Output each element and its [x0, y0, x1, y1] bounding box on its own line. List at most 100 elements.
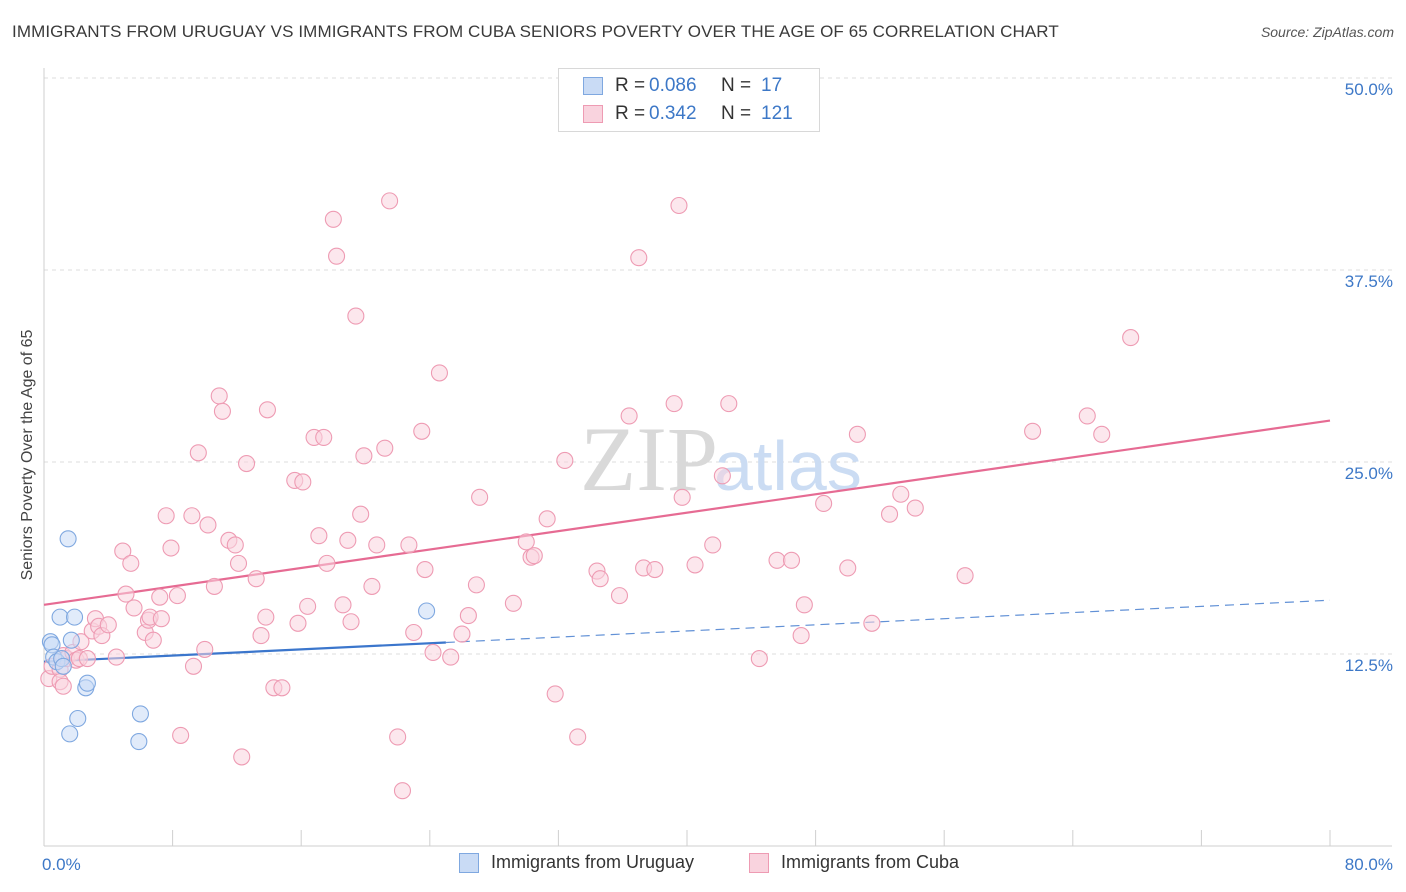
point-cuba — [334, 596, 352, 614]
point-cuba — [199, 516, 217, 534]
point-cuba — [863, 614, 881, 632]
point-uruguay — [131, 705, 149, 723]
point-cuba — [352, 505, 370, 523]
point-cuba — [99, 616, 117, 634]
data-points — [40, 192, 1140, 800]
y-tick-label: 37.5% — [1345, 272, 1393, 291]
point-cuba — [324, 210, 342, 228]
point-cuba — [294, 473, 312, 491]
legend-r-value: 0.342 — [649, 103, 697, 124]
point-cuba — [467, 576, 485, 594]
point-cuba — [673, 488, 691, 506]
point-cuba — [713, 467, 731, 485]
bottom-legend-label-cuba: Immigrants from Cuba — [781, 852, 960, 872]
bottom-legend-cuba: Immigrants from Cuba — [749, 852, 959, 873]
point-uruguay — [51, 608, 69, 626]
point-cuba — [720, 395, 738, 413]
point-cuba — [162, 539, 180, 557]
point-cuba — [226, 536, 244, 554]
watermark-zip: ZIP — [580, 408, 718, 510]
point-cuba — [237, 454, 256, 473]
point-cuba — [405, 623, 423, 642]
point-cuba — [686, 556, 704, 574]
point-cuba — [152, 610, 170, 628]
point-cuba — [670, 196, 688, 215]
legend-n-value: 121 — [761, 103, 793, 124]
legend-r-value: 0.086 — [649, 75, 697, 96]
point-cuba — [525, 547, 543, 565]
point-uruguay — [418, 602, 436, 620]
point-cuba — [205, 577, 223, 595]
legend-row-cuba: R = 0.342 N = 121 — [583, 102, 793, 126]
bottom-legend-swatch-cuba — [749, 852, 769, 873]
point-cuba — [630, 249, 648, 267]
point-cuba — [151, 588, 169, 606]
point-uruguay — [130, 733, 148, 751]
point-cuba — [453, 625, 471, 643]
legend-n-label: N = — [721, 75, 752, 96]
point-cuba — [430, 364, 448, 382]
point-cuba — [125, 599, 143, 617]
point-cuba — [172, 726, 190, 744]
point-cuba — [620, 407, 638, 425]
point-cuba — [792, 627, 810, 645]
point-cuba — [117, 585, 135, 603]
point-cuba — [1024, 422, 1042, 440]
point-cuba — [342, 613, 360, 631]
legend-swatch-cuba — [583, 105, 603, 123]
point-cuba — [1122, 329, 1140, 347]
point-cuba — [144, 631, 162, 649]
point-cuba — [233, 748, 251, 766]
legend-n-value: 17 — [761, 75, 783, 96]
point-cuba — [459, 607, 477, 625]
point-cuba — [646, 560, 664, 579]
point-cuba — [258, 401, 276, 419]
source-credit: Source: ZipAtlas.com — [1260, 24, 1394, 40]
point-cuba — [956, 567, 974, 585]
gridlines — [44, 77, 1392, 655]
point-cuba — [339, 531, 357, 549]
point-cuba — [183, 507, 201, 525]
trend-line-solid — [43, 641, 446, 663]
legend-row-uruguay: R = 0.086 N = 17 — [583, 74, 782, 98]
point-uruguay — [65, 608, 84, 626]
legend-r-label: R = — [615, 75, 646, 96]
point-cuba — [424, 643, 442, 662]
point-cuba — [538, 510, 556, 528]
point-cuba — [315, 428, 333, 446]
point-cuba — [368, 536, 386, 554]
point-uruguay — [69, 709, 87, 728]
point-cuba — [289, 614, 307, 632]
point-cuba — [400, 536, 418, 554]
point-cuba — [347, 307, 365, 325]
point-cuba — [1078, 407, 1096, 425]
point-cuba — [591, 570, 609, 588]
point-cuba — [393, 782, 412, 800]
point-cuba — [318, 554, 336, 572]
point-cuba — [1093, 425, 1111, 443]
axes — [43, 68, 1392, 847]
point-cuba — [184, 657, 203, 675]
bottom-legend-label-uruguay: Immigrants from Uruguay — [491, 852, 695, 872]
point-uruguay — [59, 530, 77, 548]
point-cuba — [376, 439, 394, 457]
point-cuba — [569, 728, 587, 746]
trend-line-dashed — [445, 599, 1331, 644]
point-uruguay — [62, 631, 80, 649]
point-cuba — [795, 596, 813, 614]
point-cuba — [54, 677, 72, 695]
y-tick-label: 12.5% — [1345, 656, 1393, 675]
point-uruguay — [61, 725, 79, 743]
point-cuba — [273, 679, 291, 697]
point-cuba — [381, 192, 399, 210]
point-cuba — [768, 551, 786, 569]
point-cuba — [665, 395, 683, 413]
point-cuba — [750, 650, 768, 668]
x-tick-label: 0.0% — [42, 855, 81, 874]
point-cuba — [416, 560, 434, 579]
point-cuba — [848, 425, 866, 443]
point-uruguay — [78, 674, 96, 692]
point-cuba — [189, 444, 207, 462]
point-cuba — [556, 451, 574, 470]
